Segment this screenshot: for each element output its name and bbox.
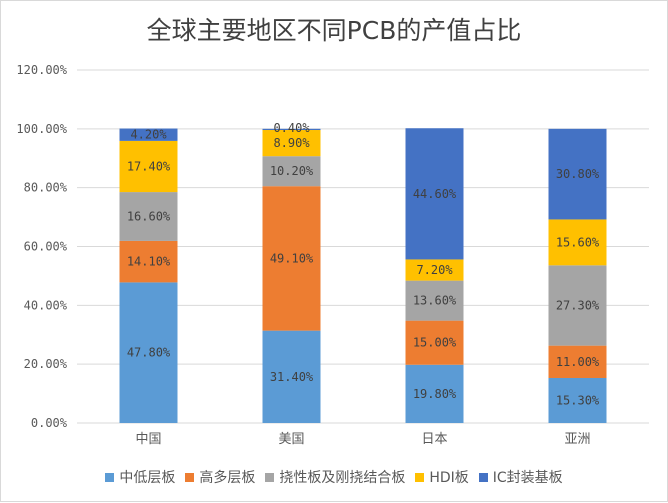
data-label: 0.40% [273,121,310,135]
data-label: 44.60% [413,187,457,201]
legend-swatch [185,472,195,482]
bar-segment [405,128,464,260]
data-label: 19.80% [413,387,457,401]
bar-segment [262,128,321,131]
bar-segment [262,330,321,423]
legend-swatch [105,472,115,482]
bar-segment [262,156,321,187]
bar-segment [548,265,607,346]
x-tick-label: 亚洲 [564,432,590,447]
legend-item: 挠性板及刚挠结合板 [265,467,405,487]
data-label: 47.80% [127,346,171,360]
bar-segment [548,219,607,266]
chart-title: 全球主要地区不同PCB的产值占比 [146,16,522,45]
data-label: 27.30% [556,298,600,312]
data-label: 8.90% [273,136,310,150]
data-label: 31.40% [270,370,314,384]
data-label: 16.60% [127,209,171,223]
bar-segment [405,320,464,365]
legend-label: HDI板 [429,470,469,486]
data-label: 7.20% [416,263,453,277]
bar-segment [262,186,321,331]
data-label: 11.00% [556,355,600,369]
bar-segment [548,345,607,378]
legend-label: IC封装基板 [492,470,563,486]
legend-swatch [265,472,275,482]
y-tick-label: 40.00% [24,298,68,312]
bar-segment [119,282,178,423]
y-tick-label: 80.00% [24,181,68,195]
legend-swatch [478,472,488,482]
data-label: 15.30% [556,393,600,407]
bar-segment [405,259,464,281]
y-tick-label: 0.00% [31,416,68,430]
bar-segment [119,128,178,141]
bar-segment [405,364,464,423]
bar-segment [119,140,178,193]
x-tick-label: 美国 [278,432,304,447]
x-tick-label: 日本 [421,432,447,447]
data-label: 14.10% [127,255,171,269]
legend-label: 高多层板 [199,470,256,486]
bar-segment [262,130,321,157]
bar-segment [548,377,607,423]
data-label: 13.60% [413,294,457,308]
y-tick-label: 120.00% [16,63,67,77]
data-label: 30.80% [556,167,600,181]
y-tick-label: 100.00% [16,122,67,136]
y-tick-label: 60.00% [24,240,68,254]
bar-segment [405,280,464,321]
data-label: 49.10% [270,251,314,265]
data-label: 15.00% [413,336,457,350]
x-tick-label: 中国 [135,432,161,447]
legend-label: 挠性板及刚挠结合板 [279,470,406,486]
data-label: 17.40% [127,159,171,173]
data-label: 4.20% [130,128,167,142]
legend-item: IC封装基板 [478,467,563,487]
y-tick-label: 20.00% [24,357,68,371]
legend-swatch [415,472,425,482]
bar-segment [119,240,178,283]
data-label: 10.20% [270,164,314,178]
bar-segment [119,192,178,241]
legend-label: 中低层板 [119,470,176,486]
data-label: 15.60% [556,235,600,249]
legend-item: 中低层板 [105,467,175,487]
legend-item: 高多层板 [185,467,255,487]
bar-segment [548,128,607,220]
legend-item: HDI板 [415,467,469,487]
legend: 中低层板 高多层板 挠性板及刚挠结合板 HDI板 IC封装基板 [1,467,667,487]
